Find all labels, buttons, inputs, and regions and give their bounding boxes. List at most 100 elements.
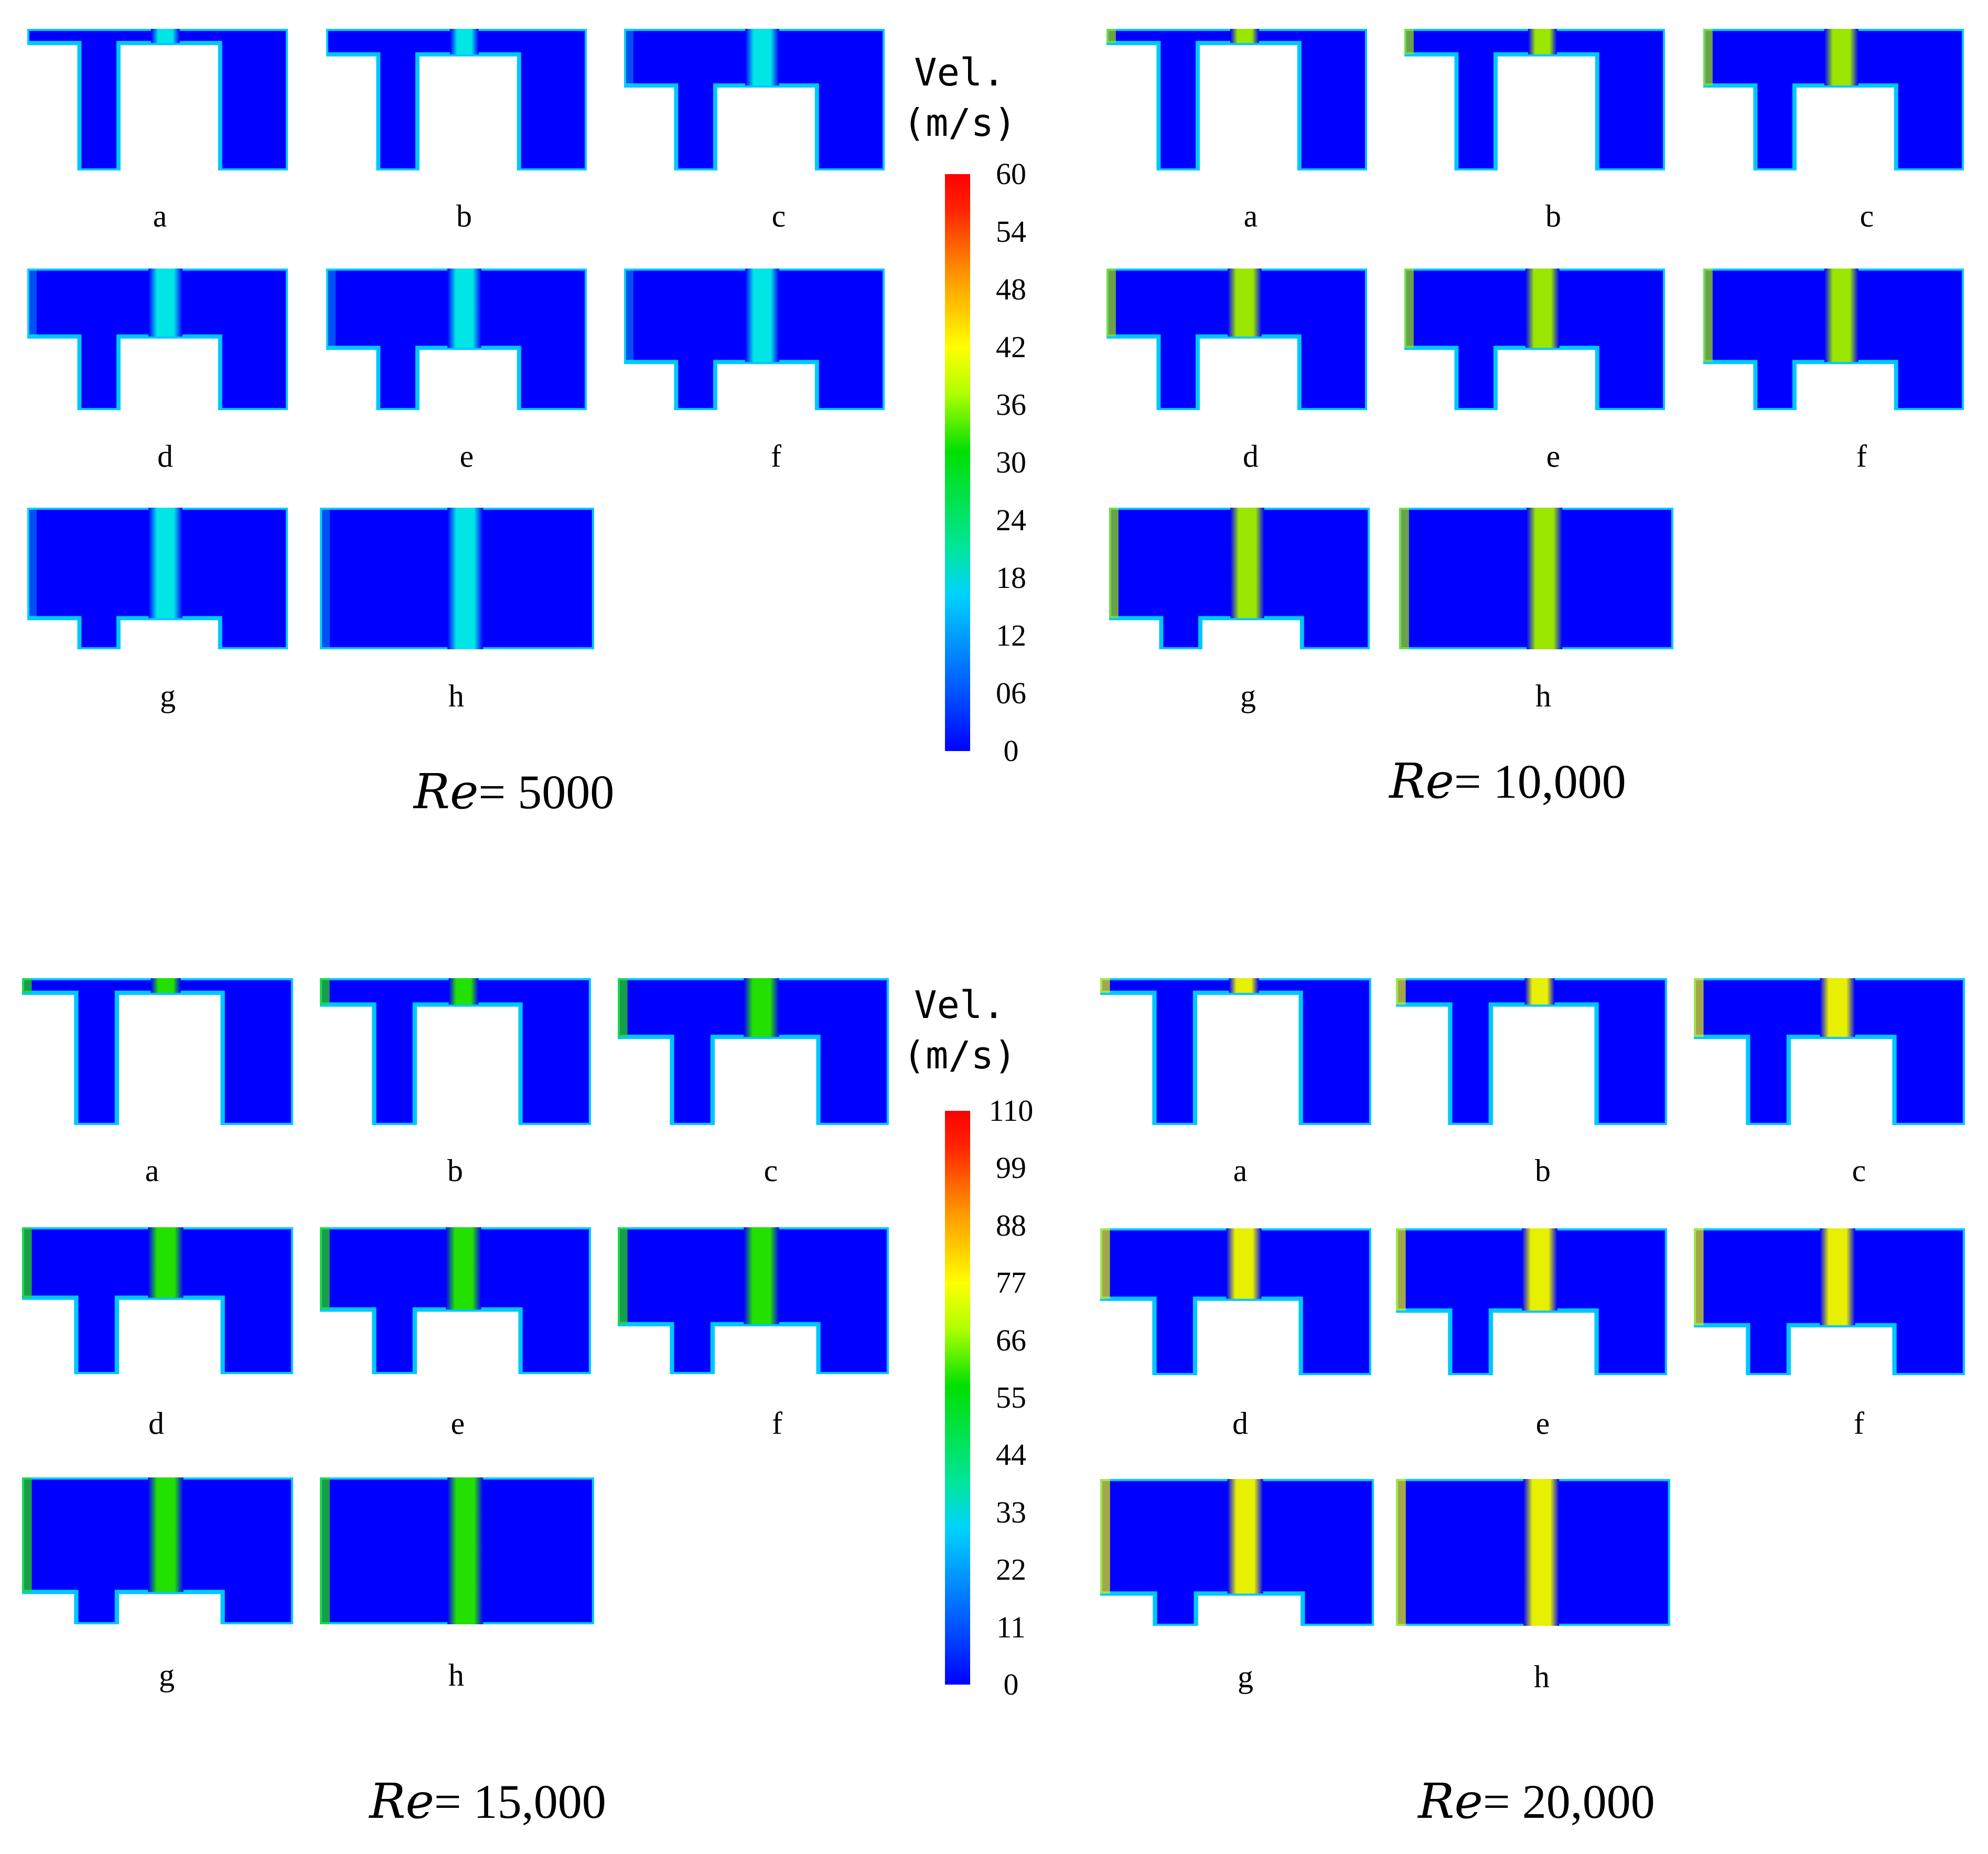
legend-tick-label: 0 xyxy=(1003,734,1019,768)
velocity-contour xyxy=(1404,29,1665,170)
contour-panel xyxy=(326,29,587,170)
legend-tick-label: 88 xyxy=(996,1208,1026,1242)
legend-tick-label: 12 xyxy=(996,618,1026,652)
panel-label: a xyxy=(153,199,167,233)
wall-jet xyxy=(1396,1228,1406,1311)
flow-domain xyxy=(1703,29,1964,170)
panel-label: c xyxy=(771,199,786,233)
legend-tick-label: 110 xyxy=(988,1094,1034,1128)
panel-label: e xyxy=(459,439,474,474)
jet-plume xyxy=(1229,978,1259,993)
velocity-contour xyxy=(1106,269,1367,410)
flow-domain xyxy=(618,978,889,1125)
flow-domain xyxy=(1100,978,1371,1125)
re-value: = 5000 xyxy=(478,765,615,819)
legend-tick-label: 0 xyxy=(1003,1667,1019,1701)
panel-label: h xyxy=(448,679,464,713)
flow-domain xyxy=(1404,29,1665,170)
panel-label: d xyxy=(1232,1406,1248,1441)
velocity-contour xyxy=(1100,1479,1374,1626)
jet-plume xyxy=(1227,1479,1263,1594)
wall-jet xyxy=(1109,508,1119,618)
velocity-contour xyxy=(1399,508,1673,649)
velocity-contour xyxy=(618,1227,889,1374)
panel-label: b xyxy=(447,1153,463,1188)
legend-title-line2: (m/s) xyxy=(902,1033,1017,1077)
re-symbol: Re xyxy=(1389,753,1454,809)
contour-panel xyxy=(1703,29,1964,170)
re-symbol: Re xyxy=(1418,1773,1483,1829)
wall-jet xyxy=(1100,978,1110,993)
velocity-contour xyxy=(1396,1479,1670,1626)
velocity-contour xyxy=(320,978,591,1125)
velocity-contour xyxy=(1109,508,1370,649)
velocity-contour xyxy=(1694,1228,1965,1375)
velocity-contour xyxy=(326,29,587,170)
jet-plume xyxy=(148,508,182,618)
re-value: = 20,000 xyxy=(1482,1775,1655,1828)
velocity-contour xyxy=(22,1227,293,1374)
wall-jet xyxy=(1100,1479,1110,1594)
reynolds-label: Re= 20,000 xyxy=(1301,1775,1772,1828)
velocity-contour xyxy=(320,508,594,649)
flow-domain xyxy=(326,29,587,170)
legend-tick-label: 11 xyxy=(996,1610,1026,1644)
panel-label: f xyxy=(771,439,781,474)
contour-panel xyxy=(618,1227,889,1374)
contour-panel xyxy=(1694,1228,1965,1375)
legend-title-line2: (m/s) xyxy=(902,101,1017,145)
contour-panel xyxy=(1100,1479,1374,1626)
contour-panel xyxy=(1703,269,1964,410)
panel-label: f xyxy=(1856,439,1867,474)
panel-label: e xyxy=(1546,439,1561,474)
flow-domain xyxy=(624,29,885,170)
velocity-contour xyxy=(326,269,587,410)
wall-jet xyxy=(624,269,633,362)
jet-plume xyxy=(744,1227,779,1324)
panel-label: b xyxy=(1545,199,1561,233)
contour-panel xyxy=(1100,978,1371,1125)
panel-label: d xyxy=(157,439,173,474)
jet-plume xyxy=(1528,29,1557,55)
velocity-contour xyxy=(320,1477,594,1624)
wall-jet xyxy=(27,508,37,618)
panel-label: a xyxy=(1233,1153,1248,1188)
wall-jet xyxy=(1100,1228,1110,1299)
jet-plume xyxy=(1230,508,1264,618)
wall-jet xyxy=(1106,269,1116,337)
contour-panel xyxy=(320,1227,591,1374)
jet-plume xyxy=(745,29,779,85)
contour-panel xyxy=(618,978,889,1125)
panel-label: c xyxy=(1860,199,1874,233)
contour-panel xyxy=(320,508,594,649)
velocity-contour xyxy=(27,269,288,410)
contour-panel xyxy=(1396,1479,1670,1626)
contour-panel xyxy=(27,269,288,410)
jet-plume xyxy=(1522,1228,1557,1311)
contour-panel xyxy=(1399,508,1673,649)
wall-jet xyxy=(1404,29,1414,55)
jet-plume xyxy=(151,978,181,993)
jet-plume xyxy=(745,269,779,362)
contour-panel xyxy=(1106,29,1367,170)
velocity-contour xyxy=(1100,978,1371,1125)
wall-jet xyxy=(22,978,32,993)
jet-plume xyxy=(1820,1228,1855,1325)
panel-label: g xyxy=(160,679,176,713)
re-symbol: Re xyxy=(369,1773,434,1829)
velocity-contour xyxy=(624,29,885,170)
jet-plume xyxy=(447,508,483,649)
wall-jet xyxy=(1106,29,1116,43)
jet-plume xyxy=(148,269,182,337)
contour-panel xyxy=(27,508,288,649)
re-symbol: Re xyxy=(413,764,479,820)
legend-title-line1: Vel. xyxy=(914,50,1005,94)
legend-tick-label: 33 xyxy=(996,1495,1026,1529)
jet-plume xyxy=(744,978,779,1037)
wall-jet xyxy=(320,978,330,1005)
panel-label: d xyxy=(148,1406,164,1441)
velocity-contour xyxy=(1106,29,1367,170)
panel-label: f xyxy=(1854,1406,1864,1441)
velocity-contour xyxy=(27,508,288,649)
flow-domain xyxy=(1396,978,1667,1125)
